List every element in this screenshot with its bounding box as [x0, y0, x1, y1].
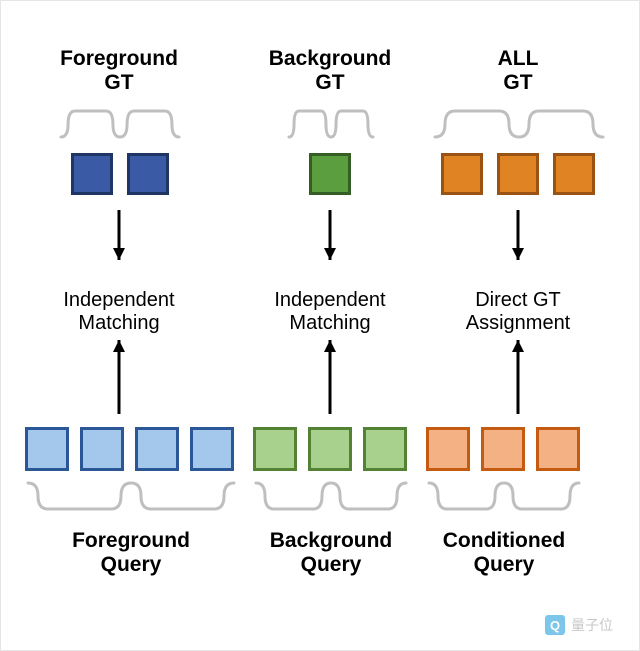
watermark: Q 量子位: [545, 615, 613, 635]
all-gt-box: [553, 153, 595, 195]
all-query-box: [536, 427, 580, 471]
fg-bottom-brace: [28, 481, 234, 511]
all-query-box: [426, 427, 470, 471]
all-arrow-down: [508, 204, 528, 266]
fg-gt-box: [71, 153, 113, 195]
all-gt-box: [441, 153, 483, 195]
fg-gt-box: [127, 153, 169, 195]
all-bottom-label: Conditioned Query: [384, 529, 624, 577]
diagram-figure: Foreground GTIndependent MatchingForegro…: [0, 0, 640, 651]
all-query-box: [481, 427, 525, 471]
bg-query-box: [253, 427, 297, 471]
all-bottom-brace: [429, 481, 579, 511]
all-gt-box: [497, 153, 539, 195]
bg-bottom-brace: [256, 481, 406, 511]
bg-query-box: [363, 427, 407, 471]
fg-query-box: [190, 427, 234, 471]
fg-arrow-up: [109, 334, 129, 420]
all-top-brace: [435, 109, 603, 139]
all-mid-label: Direct GT Assignment: [398, 289, 638, 335]
all-arrow-up: [508, 334, 528, 420]
bg-top-brace: [289, 109, 373, 139]
bg-arrow-up: [320, 334, 340, 420]
bg-query-box: [308, 427, 352, 471]
fg-query-box: [25, 427, 69, 471]
fg-query-box: [135, 427, 179, 471]
fg-top-brace: [61, 109, 179, 139]
all-top-label: ALL GT: [398, 47, 638, 95]
fg-query-box: [80, 427, 124, 471]
fg-top-label: Foreground GT: [0, 47, 239, 95]
fg-mid-label: Independent Matching: [0, 289, 239, 335]
watermark-text: 量子位: [571, 615, 613, 635]
bg-gt-box: [309, 153, 351, 195]
bg-arrow-down: [320, 204, 340, 266]
watermark-logo-icon: Q: [545, 615, 565, 635]
fg-arrow-down: [109, 204, 129, 266]
